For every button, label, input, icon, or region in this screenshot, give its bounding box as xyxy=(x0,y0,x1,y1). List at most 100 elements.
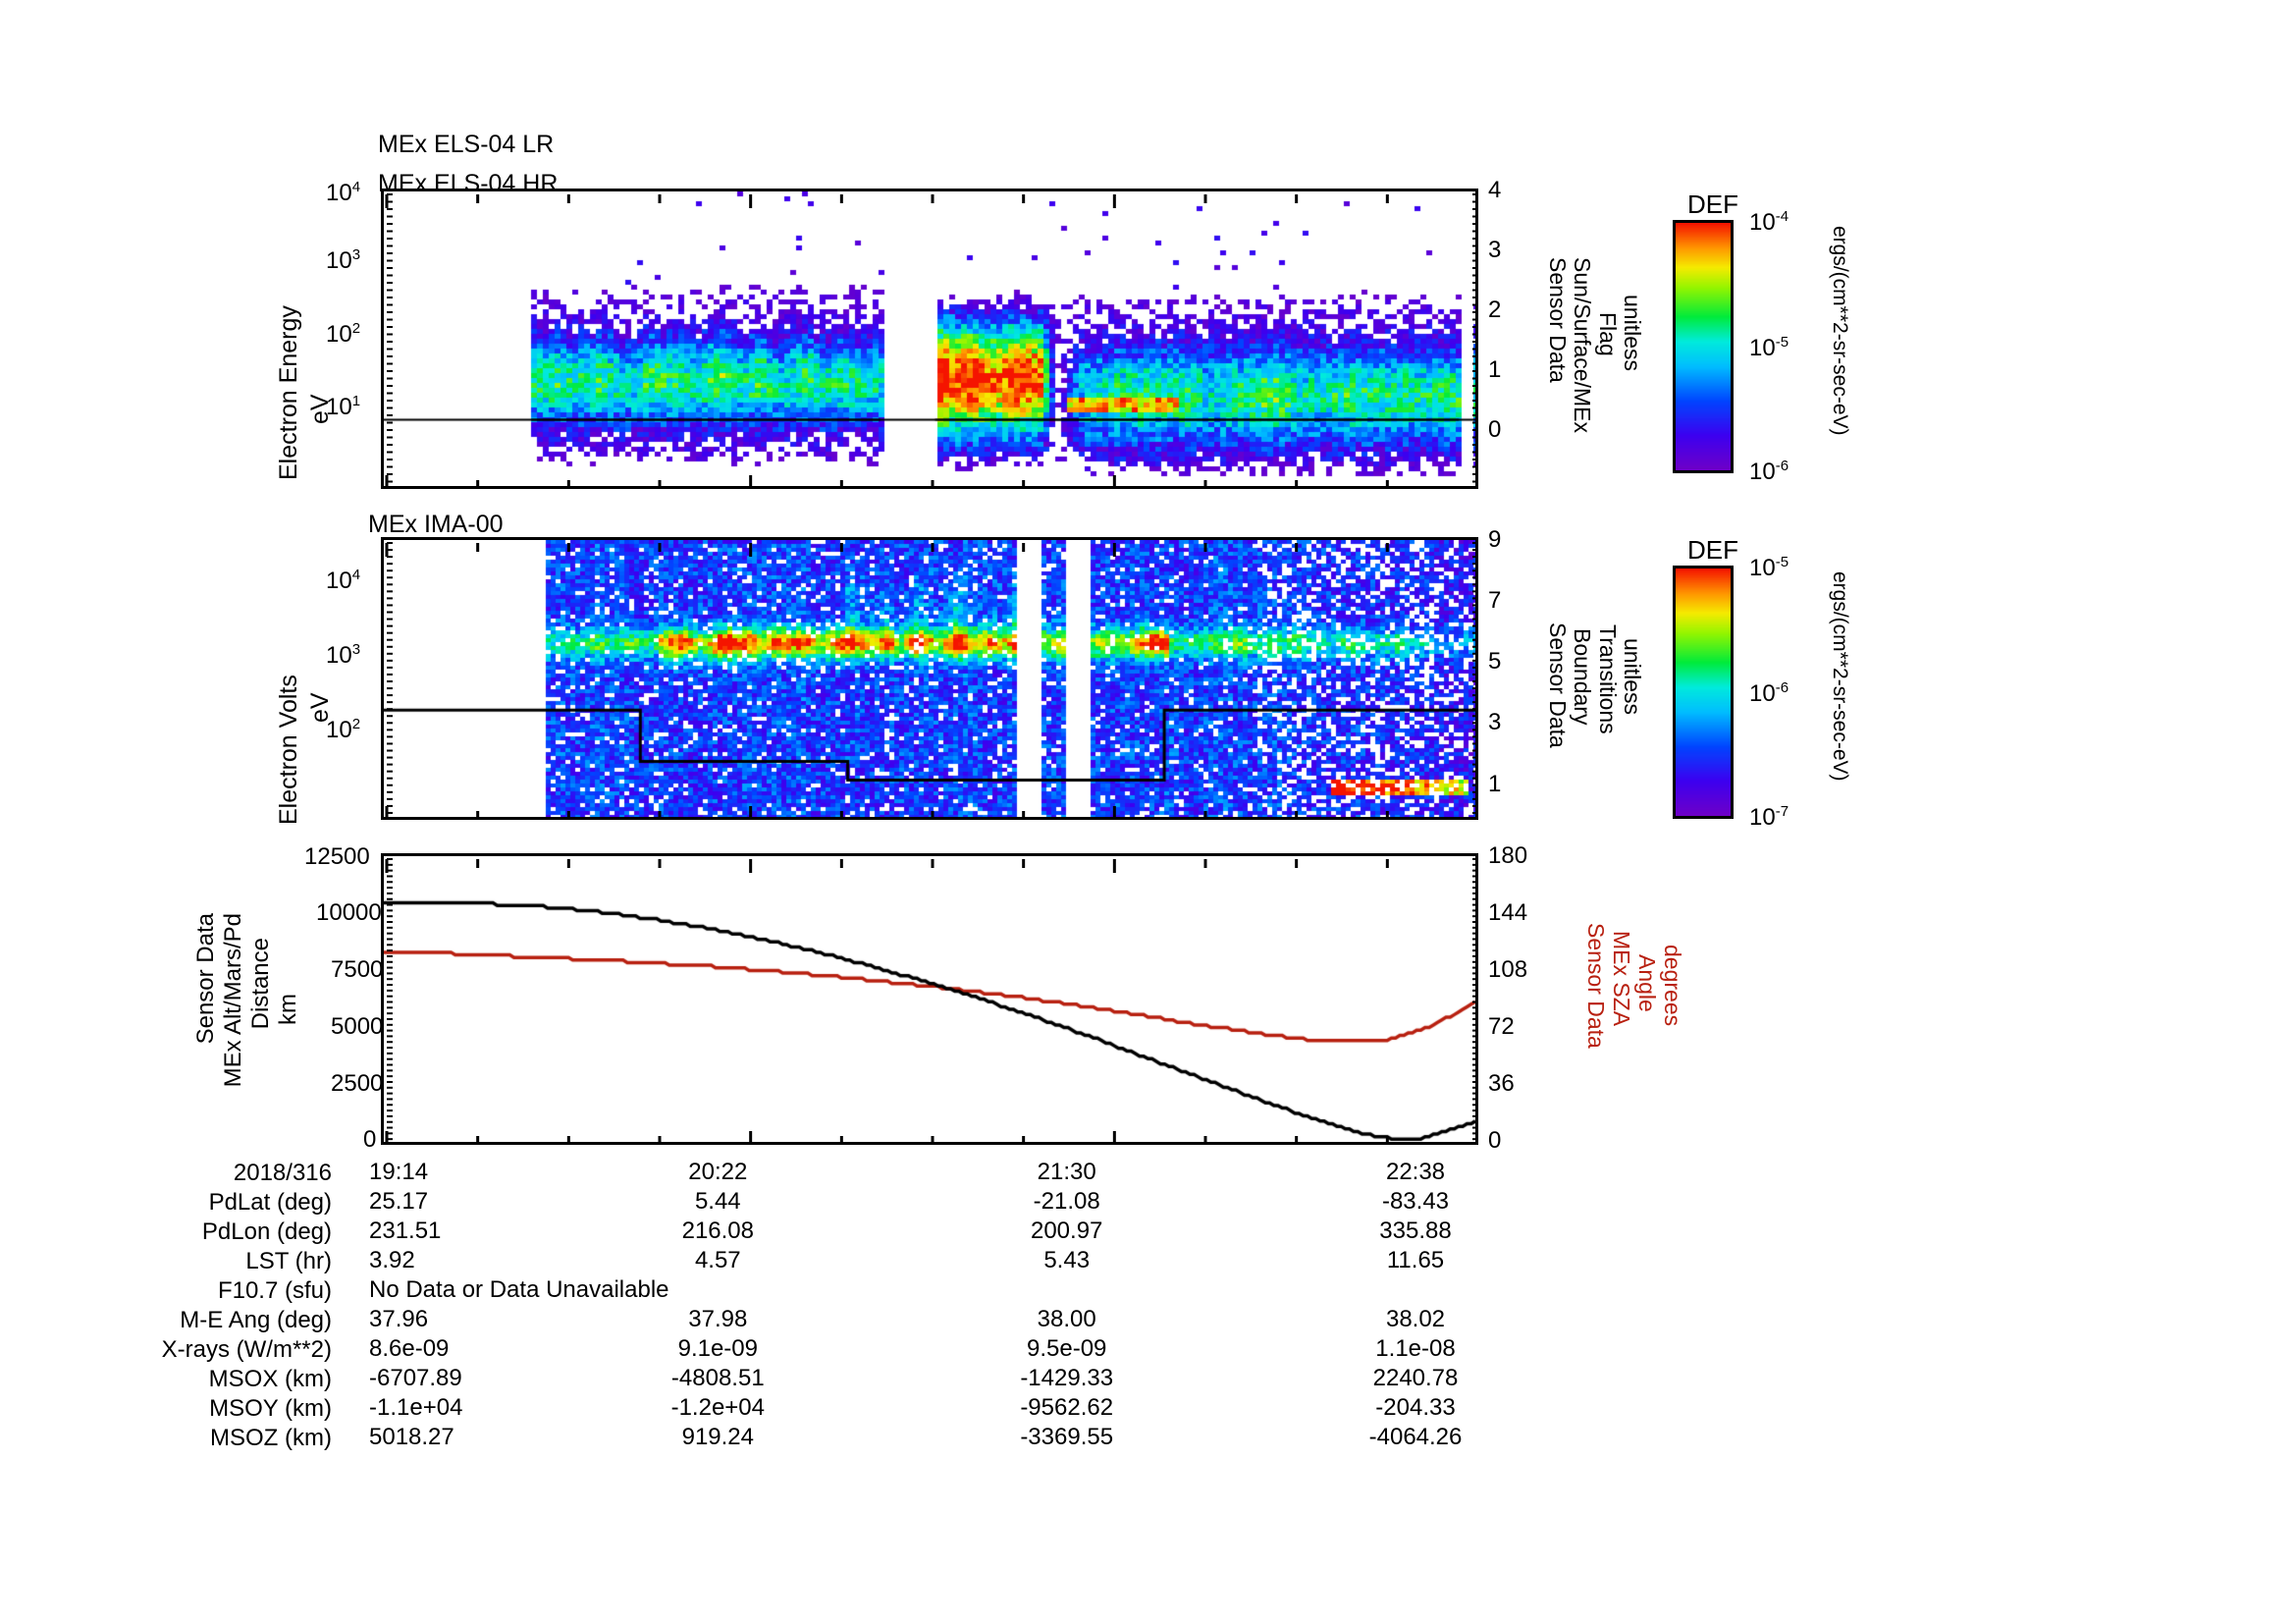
ephemeris-row-values: 5018.27 919.24 -3369.55 -4064.26 xyxy=(340,1424,1478,1453)
els-right-tick-2: 2 xyxy=(1488,297,1502,323)
sza-right-tick-72: 72 xyxy=(1488,1013,1515,1040)
ephemeris-row-values: -6707.89 -4808.51 -1429.33 2240.78 xyxy=(340,1365,1478,1394)
ima-right-axis-label-line3: Transitions xyxy=(1595,624,1621,734)
ephemeris-row-values: 3.92 4.57 5.43 11.65 xyxy=(340,1247,1478,1276)
alt-ytick-0: 0 xyxy=(363,1126,377,1153)
ephemeris-value: 21:30 xyxy=(1037,1159,1096,1185)
els-colorbar-top-label: 10-4 xyxy=(1749,208,1789,236)
els-colorbar-unit: ergs/(cm**2-sr-sec-eV) xyxy=(1829,226,1851,436)
table-row: 2018/316 19:14 20:22 21:30 22:38 xyxy=(0,1159,1478,1188)
ephemeris-row-label: PdLon (deg) xyxy=(201,1218,332,1245)
table-row: PdLat (deg) 25.17 5.44 -21.08 -83.43 xyxy=(0,1188,1478,1217)
ephemeris-value: 20:22 xyxy=(688,1159,748,1185)
ephemeris-value: 4.57 xyxy=(694,1247,741,1273)
sza-right-axis-label-line1: Sensor Data xyxy=(1583,923,1609,1049)
sza-right-tick-108: 108 xyxy=(1488,956,1528,983)
ephemeris-value: -6707.89 xyxy=(369,1365,462,1391)
els-spectrogram-panel[interactable] xyxy=(381,189,1478,489)
ima-ytick-1e2: 102 xyxy=(326,716,361,743)
ephemeris-row-values: 8.6e-09 9.1e-09 9.5e-09 1.1e-08 xyxy=(340,1335,1478,1365)
sza-right-tick-0: 0 xyxy=(1488,1127,1502,1154)
ephemeris-value: 9.1e-09 xyxy=(677,1335,758,1362)
ima-left-axis-label: Electron Volts xyxy=(275,675,302,825)
ephemeris-value: -4808.51 xyxy=(670,1365,765,1391)
ima-right-tick-3: 3 xyxy=(1488,709,1502,735)
ima-right-axis-label-line1: Sensor Data xyxy=(1545,622,1571,748)
ima-colorbar-bottom-label: 10-7 xyxy=(1749,803,1789,831)
ephemeris-value: 5018.27 xyxy=(369,1424,454,1450)
table-row: MSOY (km) -1.1e+04 -1.2e+04 -9562.62 -204.33 xyxy=(0,1394,1478,1424)
table-row: LST (hr) 3.92 4.57 5.43 11.65 xyxy=(0,1247,1478,1276)
ima-right-axis-label-line2: Boundary xyxy=(1570,628,1595,726)
ephemeris-value: -1.1e+04 xyxy=(369,1394,463,1421)
sza-right-axis-label-line4: degrees xyxy=(1660,945,1685,1027)
alt-ytick-5000: 5000 xyxy=(331,1013,384,1040)
ephemeris-value: -4064.26 xyxy=(1368,1424,1463,1450)
els-ytick-1e1: 101 xyxy=(326,393,361,420)
els-colorbar-mid-label: 10-5 xyxy=(1749,334,1789,361)
ephemeris-row-label: M-E Ang (deg) xyxy=(180,1307,332,1333)
ephemeris-row-values: 25.17 5.44 -21.08 -83.43 xyxy=(340,1188,1478,1217)
ephemeris-value: 8.6e-09 xyxy=(369,1335,450,1362)
ephemeris-value: 37.98 xyxy=(688,1306,748,1332)
els-colorbar xyxy=(1673,220,1734,473)
ephemeris-row-values: 231.51 216.08 200.97 335.88 xyxy=(340,1217,1478,1247)
ephemeris-table-body: 2018/316 19:14 20:22 21:30 22:38 PdLat (deg) 2… xyxy=(0,1159,1478,1453)
ephemeris-value: 9.5e-09 xyxy=(1026,1335,1107,1362)
ima-title: MEx IMA-00 xyxy=(368,511,504,538)
ephemeris-value: 38.00 xyxy=(1037,1306,1096,1332)
els-right-tick-0: 0 xyxy=(1488,416,1502,443)
ephemeris-value: 216.08 xyxy=(681,1217,754,1244)
ephemeris-value: 37.96 xyxy=(369,1306,429,1332)
ima-right-tick-7: 7 xyxy=(1488,587,1502,614)
ephemeris-value: -83.43 xyxy=(1381,1188,1450,1215)
ima-ytick-1e4: 104 xyxy=(326,567,361,594)
els-colorbar-bottom-label: 10-6 xyxy=(1749,458,1789,485)
sza-right-axis-label-line3: Angle xyxy=(1634,954,1660,1012)
ephemeris-row-label: X-rays (W/m**2) xyxy=(161,1336,332,1363)
ima-colorbar-title: DEF xyxy=(1687,535,1738,565)
ephemeris-value: 5.44 xyxy=(694,1188,741,1215)
ephemeris-row-values: -1.1e+04 -1.2e+04 -9562.62 -204.33 xyxy=(340,1394,1478,1424)
els-right-axis-label-line3: Flag xyxy=(1595,312,1621,356)
ima-colorbar-top-label: 10-5 xyxy=(1749,554,1789,581)
sza-right-tick-180: 180 xyxy=(1488,842,1528,869)
ephemeris-row-label: MSOY (km) xyxy=(209,1395,332,1422)
ephemeris-value: 5.43 xyxy=(1043,1247,1091,1273)
ephemeris-value: 231.51 xyxy=(369,1217,442,1244)
ephemeris-value: 335.88 xyxy=(1379,1217,1452,1244)
ephemeris-row-label: F10.7 (sfu) xyxy=(217,1277,332,1304)
els-ytick-1e4: 104 xyxy=(326,179,361,206)
ephemeris-value: -1429.33 xyxy=(1020,1365,1114,1391)
ephemeris-table: 2018/316 19:14 20:22 21:30 22:38 PdLat (deg) 2… xyxy=(0,1159,1531,1453)
ima-spectrogram-panel[interactable] xyxy=(381,537,1478,820)
ephemeris-value: 11.65 xyxy=(1386,1247,1445,1273)
els-right-tick-3: 3 xyxy=(1488,237,1502,263)
alt-left-axis-label-line1: Sensor Data xyxy=(192,913,219,1045)
ephemeris-value: 2240.78 xyxy=(1372,1365,1459,1391)
els-ytick-1e2: 102 xyxy=(326,320,361,348)
ephemeris-value: -3369.55 xyxy=(1020,1424,1114,1450)
ephemeris-value: -204.33 xyxy=(1375,1394,1456,1421)
ephemeris-row-label: MSOZ (km) xyxy=(210,1425,332,1451)
alt-left-axis-unit: km xyxy=(275,994,301,1025)
sza-right-tick-144: 144 xyxy=(1488,899,1528,926)
table-row: M-E Ang (deg) 37.96 37.98 38.00 38.02 xyxy=(0,1306,1478,1335)
ima-colorbar-unit: ergs/(cm**2-sr-sec-eV) xyxy=(1829,571,1851,782)
ima-right-tick-5: 5 xyxy=(1488,648,1502,675)
ephemeris-value: -9562.62 xyxy=(1020,1394,1114,1421)
ephemeris-value: -21.08 xyxy=(1033,1188,1100,1215)
alt-ytick-12500: 12500 xyxy=(304,843,370,870)
ephemeris-value: 1.1e-08 xyxy=(1375,1335,1456,1362)
els-right-axis-label-line2: Sun/Surface/MEx xyxy=(1570,257,1595,433)
altitude-sza-panel[interactable] xyxy=(381,853,1478,1145)
table-row: PdLon (deg) 231.51 216.08 200.97 335.88 xyxy=(0,1217,1478,1247)
ephemeris-row-values: 37.96 37.98 38.00 38.02 xyxy=(340,1306,1478,1335)
ephemeris-row-label: LST (hr) xyxy=(245,1248,332,1274)
els-title-lr: MEx ELS-04 LR xyxy=(378,131,555,158)
ima-right-tick-1: 1 xyxy=(1488,771,1502,797)
alt-ytick-2500: 2500 xyxy=(331,1070,384,1097)
sza-right-axis-label-line2: MEx SZA xyxy=(1609,931,1634,1027)
ephemeris-value: 38.02 xyxy=(1385,1306,1446,1332)
alt-left-axis-label-line2: MEx Alt/Mars/Pd xyxy=(220,913,246,1088)
